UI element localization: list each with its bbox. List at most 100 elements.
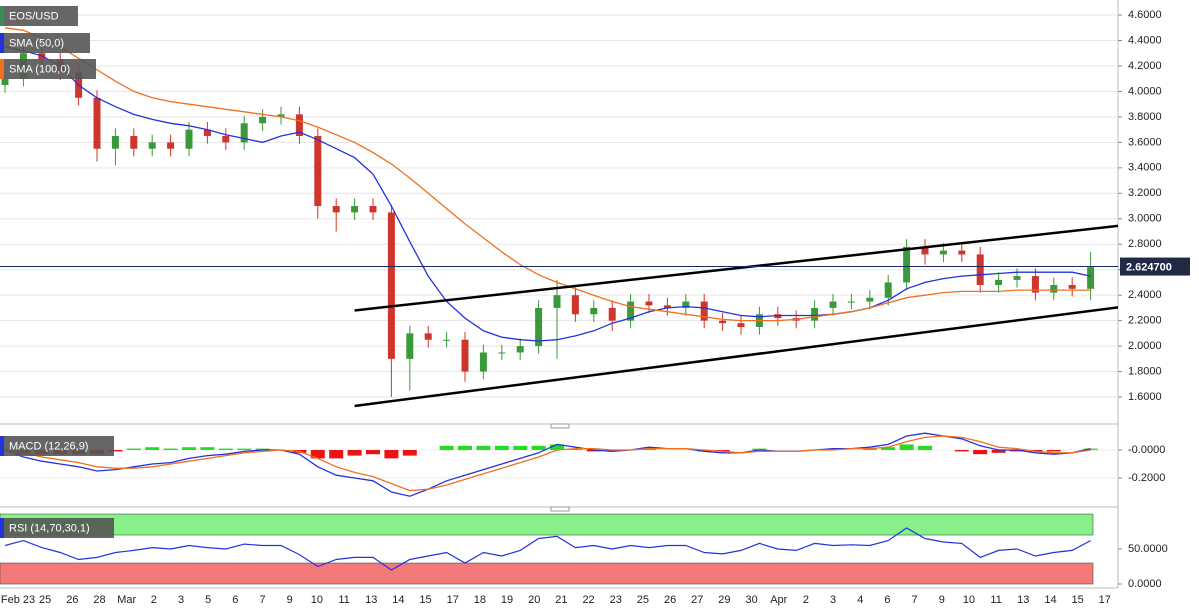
rsi-line bbox=[4, 527, 1091, 571]
legend-swatch bbox=[0, 6, 4, 26]
legend-label: SMA (50,0) bbox=[9, 37, 64, 49]
candle-body bbox=[498, 352, 506, 354]
histogram-bar bbox=[513, 445, 528, 451]
histogram-bar bbox=[402, 450, 417, 456]
candle-body bbox=[719, 320, 727, 324]
histogram-bar bbox=[310, 450, 325, 459]
legend-box bbox=[0, 518, 114, 538]
candle-body bbox=[1068, 284, 1076, 289]
rsi-band bbox=[0, 513, 1094, 536]
histogram-bar bbox=[697, 450, 712, 452]
y-tick-label: 0.0000 bbox=[1128, 578, 1162, 590]
x-tick-label: 14 bbox=[1044, 594, 1056, 606]
y-tick-label: 3.8000 bbox=[1128, 111, 1162, 123]
candle-body bbox=[811, 307, 819, 321]
candle-body bbox=[682, 301, 690, 308]
candle-body bbox=[847, 301, 855, 303]
candle-body bbox=[1031, 276, 1039, 293]
legend-box bbox=[0, 33, 90, 53]
legend-box bbox=[0, 436, 114, 456]
candle-body bbox=[332, 206, 340, 213]
candle-body bbox=[222, 135, 230, 143]
histogram-bar bbox=[163, 448, 178, 451]
x-tick-label: 29 bbox=[718, 594, 730, 606]
macd-line bbox=[4, 435, 1091, 492]
histogram-bar bbox=[218, 448, 233, 451]
histogram-bar bbox=[366, 450, 380, 455]
y-tick-label: 4.4000 bbox=[1128, 34, 1162, 46]
candle-body bbox=[627, 301, 635, 321]
resize-handle[interactable] bbox=[550, 423, 570, 429]
legend-label: RSI (14,70,30,1) bbox=[9, 522, 90, 534]
x-tick-label: 6 bbox=[232, 594, 238, 606]
candle-body bbox=[369, 206, 377, 213]
histogram-bar bbox=[642, 448, 656, 451]
candle-body bbox=[866, 297, 874, 302]
candle-body bbox=[829, 301, 837, 308]
candle-body bbox=[443, 339, 451, 341]
x-tick-label: 3 bbox=[178, 594, 184, 606]
histogram-bar bbox=[954, 450, 969, 452]
x-tick-label: 26 bbox=[66, 594, 78, 606]
candle-body bbox=[351, 206, 359, 213]
x-tick-label: 5 bbox=[205, 594, 211, 606]
candle-body bbox=[479, 352, 487, 372]
histogram-bar bbox=[384, 450, 399, 459]
last-price-box bbox=[1120, 257, 1190, 276]
x-tick-label: 3 bbox=[830, 594, 836, 606]
histogram-bar bbox=[586, 450, 601, 452]
candle-body bbox=[535, 307, 543, 347]
histogram-bar bbox=[458, 445, 472, 451]
histogram-bar bbox=[494, 445, 509, 451]
candle-body bbox=[608, 307, 616, 321]
histogram-bar bbox=[237, 448, 252, 451]
y-tick-label: 3.4000 bbox=[1128, 162, 1162, 174]
histogram-bar bbox=[1083, 448, 1098, 451]
histogram-bar bbox=[1028, 450, 1043, 452]
x-tick-label: 20 bbox=[528, 594, 540, 606]
x-tick-label: 7 bbox=[912, 594, 918, 606]
legend-swatch bbox=[0, 518, 4, 538]
y-tick-label: 1.8000 bbox=[1128, 365, 1162, 377]
histogram-bar bbox=[973, 450, 988, 455]
y-tick-label: 2.0000 bbox=[1128, 340, 1162, 352]
candle-body bbox=[571, 295, 579, 315]
legend-box bbox=[0, 6, 78, 26]
histogram-bar bbox=[899, 444, 914, 451]
candle-body bbox=[903, 246, 911, 283]
x-tick-label: 25 bbox=[637, 594, 649, 606]
histogram-bar bbox=[918, 445, 932, 451]
candle-body bbox=[387, 212, 395, 359]
x-tick-label: 9 bbox=[287, 594, 293, 606]
x-tick-label: 10 bbox=[963, 594, 975, 606]
x-tick-label: Feb 23 bbox=[1, 594, 35, 606]
x-tick-label: 14 bbox=[392, 594, 404, 606]
x-tick-label: 15 bbox=[419, 594, 431, 606]
candle-body bbox=[93, 97, 101, 149]
candle-body bbox=[277, 114, 285, 117]
histogram-bar bbox=[881, 447, 896, 451]
candle-body bbox=[976, 254, 984, 285]
candle-body bbox=[774, 314, 782, 319]
y-tick-label: 2.4000 bbox=[1128, 289, 1162, 301]
candle-body bbox=[884, 282, 892, 298]
y-tick-label: 3.0000 bbox=[1128, 213, 1162, 225]
histogram-bar bbox=[200, 447, 215, 451]
histogram-bar bbox=[550, 444, 564, 451]
x-tick-label: 15 bbox=[1072, 594, 1084, 606]
candle-body bbox=[590, 307, 598, 315]
x-tick-label: 17 bbox=[447, 594, 459, 606]
macd-line bbox=[4, 432, 1091, 497]
y-tick-label: 4.6000 bbox=[1128, 9, 1162, 21]
y-tick-label: 2.8000 bbox=[1128, 238, 1162, 250]
candle-body bbox=[516, 346, 524, 353]
resize-handle[interactable] bbox=[550, 506, 570, 512]
x-tick-label: 10 bbox=[311, 594, 323, 606]
trend-line bbox=[354, 306, 1118, 408]
y-tick-label: -0.0000 bbox=[1128, 444, 1165, 456]
x-tick-label: 23 bbox=[610, 594, 622, 606]
candle-body bbox=[995, 279, 1003, 285]
y-tick-label: 2.2000 bbox=[1128, 315, 1162, 327]
x-tick-label: 19 bbox=[501, 594, 513, 606]
